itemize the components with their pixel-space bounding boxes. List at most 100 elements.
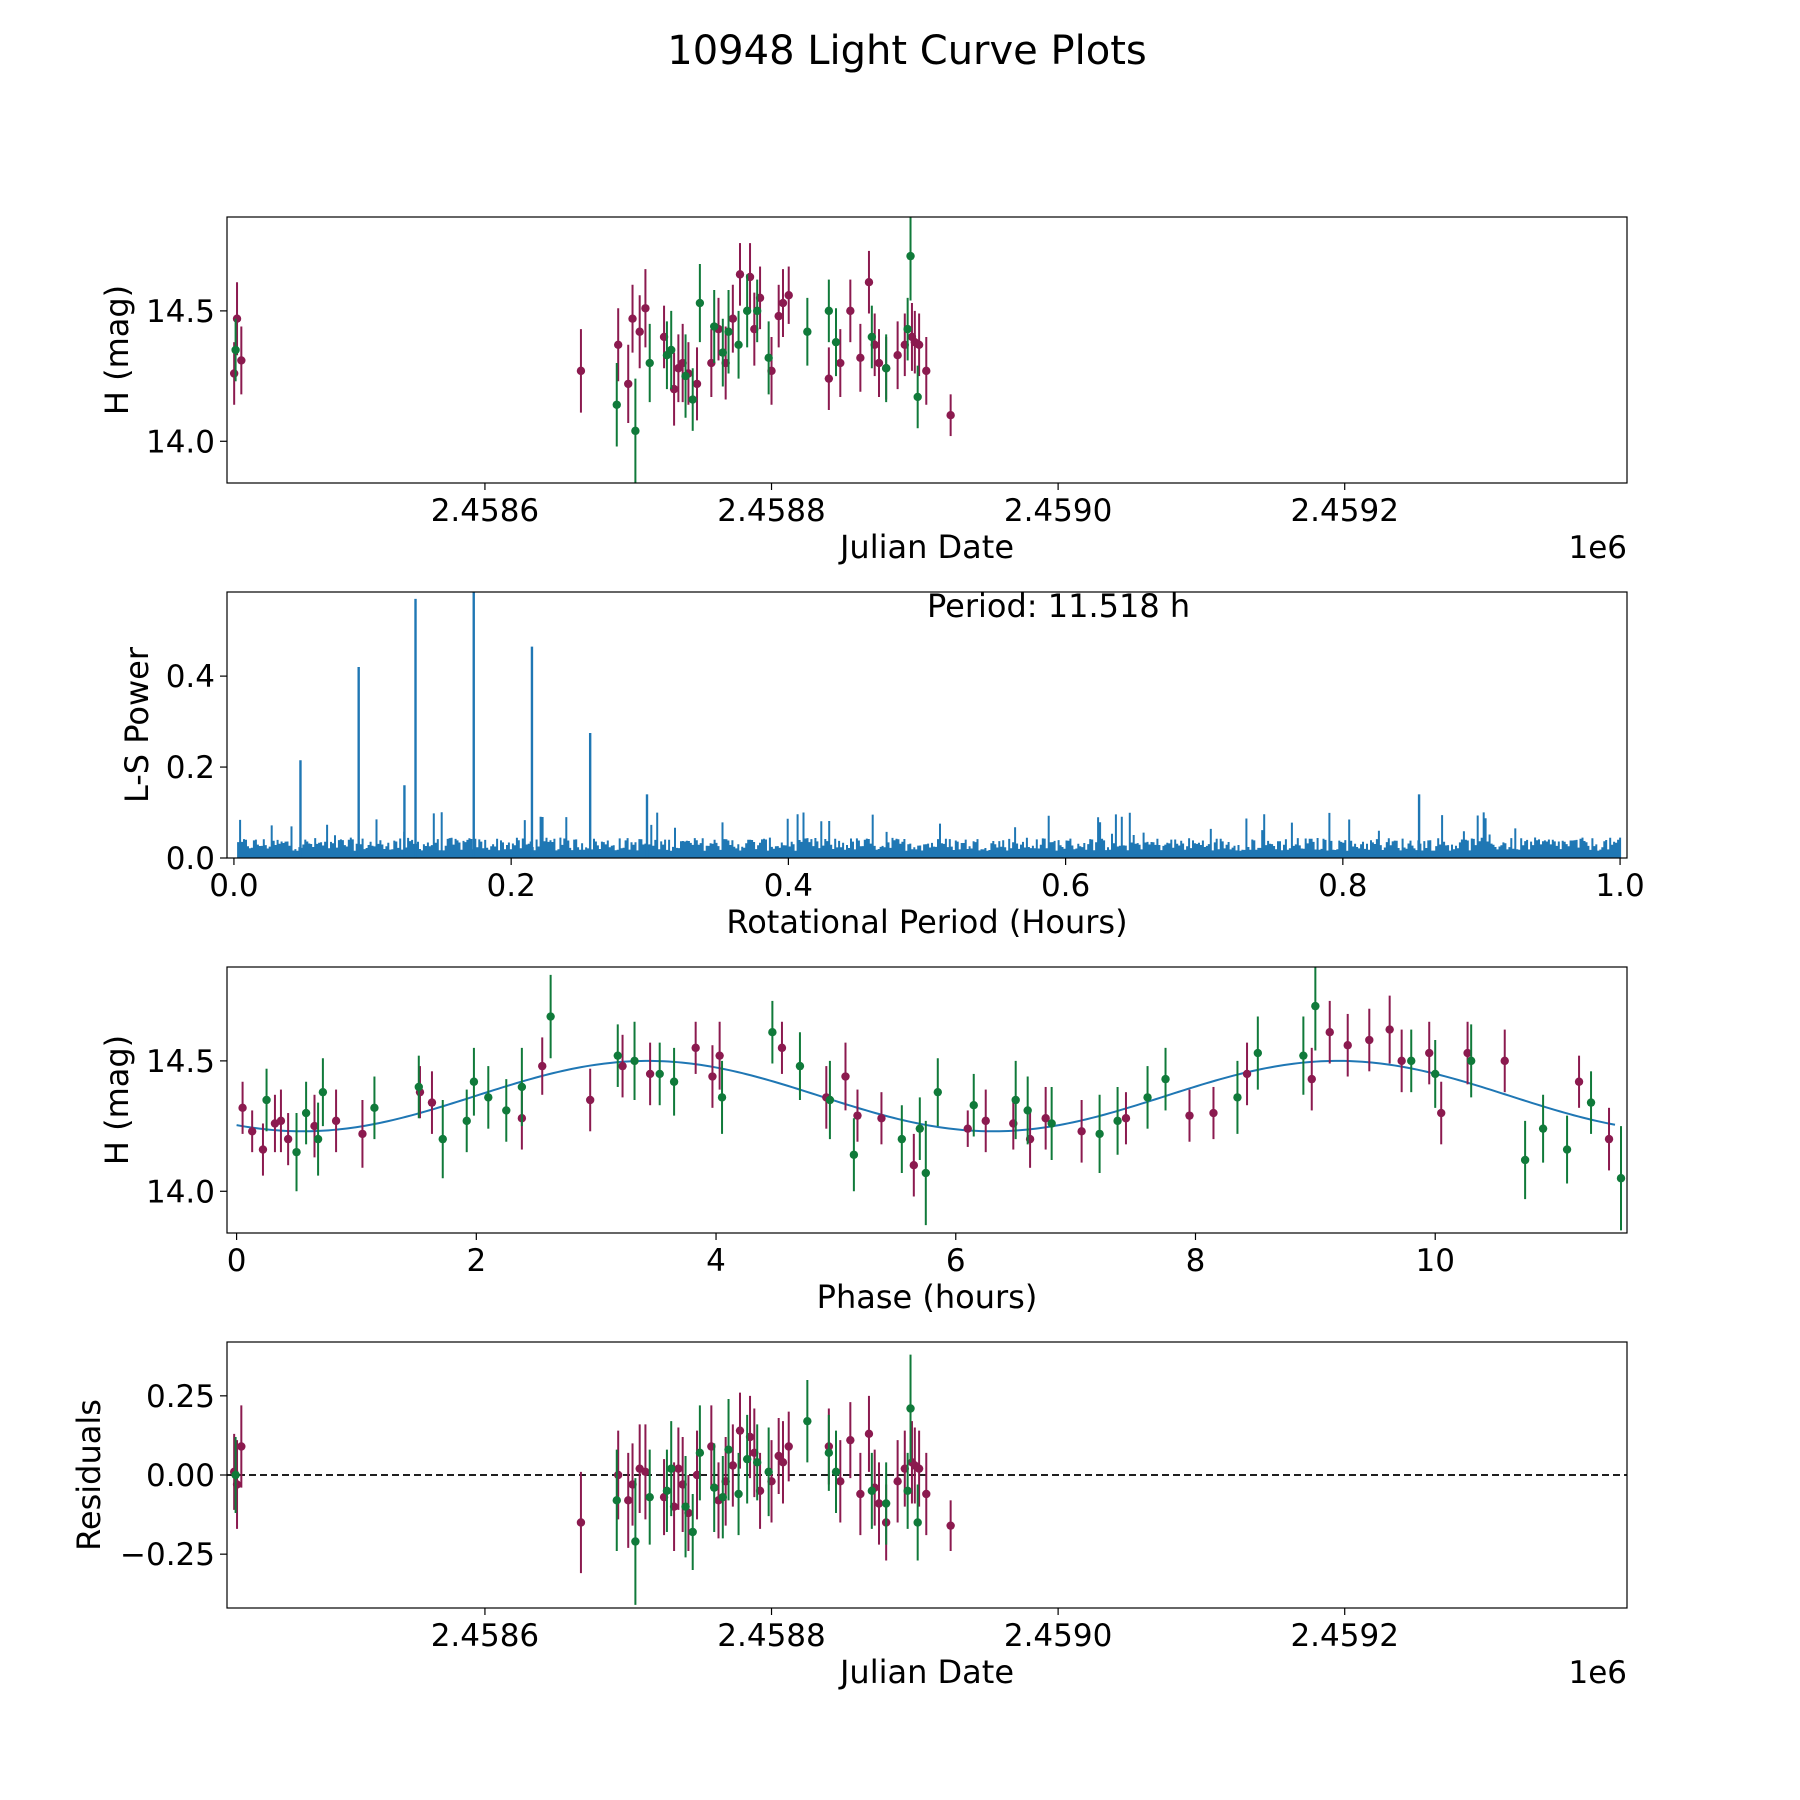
series-filter-2 <box>231 217 922 483</box>
data-point <box>247 1127 257 1136</box>
data-point <box>867 1486 877 1496</box>
data-point <box>630 1056 639 1066</box>
series-filter-1 <box>229 1392 955 1574</box>
x-tick-label: 2.4586 <box>431 493 539 529</box>
data-point <box>1185 1111 1194 1120</box>
data-point <box>708 1072 717 1081</box>
x-tick-label: 2.4592 <box>1290 1618 1398 1654</box>
data-point <box>1209 1108 1218 1118</box>
data-point <box>836 358 845 368</box>
data-point <box>718 1492 728 1502</box>
x-tick-label: 2.4586 <box>431 1618 539 1654</box>
plot-frame <box>226 591 1628 859</box>
data-point <box>276 1116 286 1126</box>
data-point <box>310 1121 319 1131</box>
data-point <box>836 1477 845 1486</box>
data-point <box>893 1477 902 1486</box>
data-point <box>469 1077 479 1086</box>
y-axis-label: H (mag) <box>98 285 136 415</box>
data-point <box>846 1435 855 1445</box>
series-filter-2 <box>262 967 1626 1231</box>
data-point <box>735 270 745 279</box>
y-axis-label: Residuals <box>70 1399 108 1551</box>
x-tick-label: 0.4 <box>764 868 813 904</box>
x-tick-label: 0.8 <box>1318 868 1367 904</box>
data-point <box>1233 1093 1242 1102</box>
data-point <box>897 1134 907 1144</box>
data-point <box>517 1082 527 1092</box>
data-point <box>438 1134 447 1144</box>
data-point <box>933 1087 942 1097</box>
data-point <box>1466 1056 1476 1066</box>
lightcurve-panel: Julian Date H (mag) 1e6 2.4586 2.4588 2.45… <box>98 216 1628 566</box>
data-point <box>1095 1129 1104 1139</box>
noise-floor <box>237 812 1622 858</box>
data-point <box>1500 1056 1509 1066</box>
data-point <box>1616 1174 1626 1183</box>
data-point <box>635 327 644 336</box>
data-point <box>963 1124 972 1133</box>
data-point <box>1041 1114 1050 1123</box>
data-point <box>893 351 902 360</box>
data-point <box>313 1134 323 1144</box>
data-point <box>237 356 246 365</box>
data-point <box>734 1489 743 1499</box>
data-point <box>232 314 242 323</box>
data-point <box>1397 1056 1406 1066</box>
data-point <box>1311 1001 1320 1011</box>
data-point <box>914 1464 924 1473</box>
y-tick-label: −0.25 <box>120 1537 215 1573</box>
y-axis-label: L-S Power <box>118 646 156 803</box>
data-point <box>462 1116 471 1126</box>
data-point <box>710 322 719 331</box>
data-point <box>576 1518 586 1527</box>
y-tick-label: 14.0 <box>146 1174 215 1210</box>
data-point <box>1385 1025 1394 1034</box>
data-point <box>778 1458 788 1467</box>
data-point <box>1307 1074 1316 1084</box>
data-point <box>688 1527 697 1537</box>
data-point <box>645 358 654 368</box>
data-point <box>1431 1069 1440 1079</box>
data-point <box>831 337 841 347</box>
y-tick-label: 0.4 <box>166 659 215 695</box>
data-point <box>1047 1119 1056 1128</box>
data-point <box>628 314 637 323</box>
x-axis-label: Phase (hours) <box>817 1278 1038 1316</box>
x-axis-label: Rotational Period (Hours) <box>726 903 1127 941</box>
data-point <box>752 306 762 316</box>
data-point <box>695 1448 705 1458</box>
data-point <box>484 1093 493 1102</box>
x-tick-label: 1.0 <box>1595 868 1644 904</box>
plot-area <box>237 592 1622 858</box>
x-tick-label: 2.4590 <box>1004 1618 1112 1654</box>
data-point <box>502 1106 511 1115</box>
data-point <box>1343 1041 1352 1050</box>
data-point <box>981 1116 990 1126</box>
data-point <box>846 306 855 316</box>
x-tick-label: 0 <box>227 1243 247 1279</box>
data-point <box>631 426 640 436</box>
data-point <box>717 1093 727 1102</box>
data-point <box>906 251 915 261</box>
data-point <box>585 1095 595 1105</box>
data-point <box>774 1451 783 1461</box>
data-point <box>864 1429 874 1439</box>
data-point <box>1143 1093 1152 1102</box>
data-point <box>913 1518 922 1527</box>
data-point <box>718 348 728 357</box>
x-tick-label: 0.6 <box>1041 868 1090 904</box>
data-point <box>877 1114 886 1123</box>
data-point <box>669 1077 679 1086</box>
data-point <box>1407 1056 1416 1066</box>
y-tick-label: 0.2 <box>166 750 215 786</box>
data-point <box>237 1442 246 1451</box>
data-point <box>613 1051 622 1060</box>
data-point <box>856 353 865 363</box>
plot-frame <box>226 216 1628 484</box>
plot-frame <box>226 966 1628 1234</box>
data-point <box>914 340 924 349</box>
data-point <box>922 1489 931 1499</box>
data-point <box>691 1043 700 1053</box>
data-point <box>645 1492 654 1502</box>
